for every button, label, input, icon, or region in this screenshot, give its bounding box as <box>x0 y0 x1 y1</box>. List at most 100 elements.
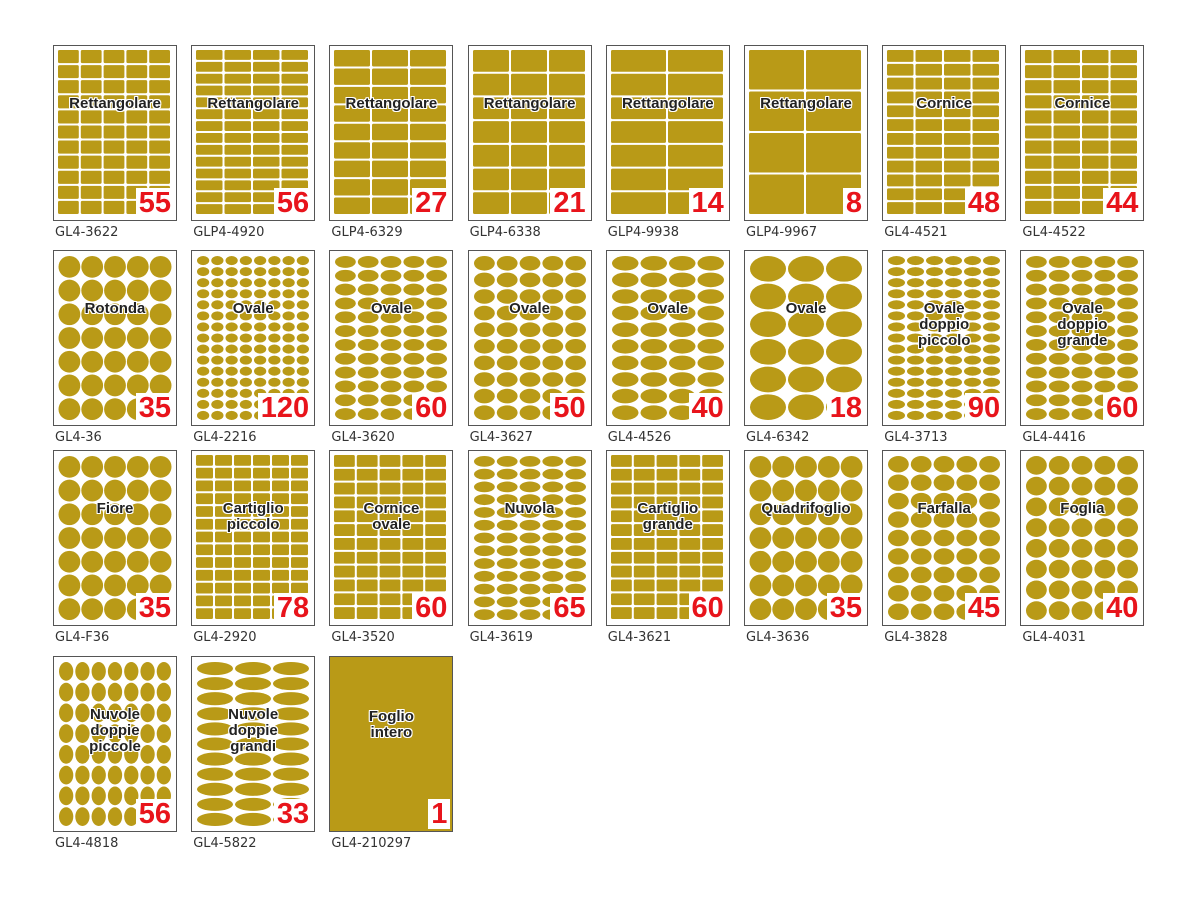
label-shape <box>1026 311 1048 324</box>
label-shape <box>296 289 310 299</box>
label-shape <box>197 289 210 299</box>
label-shape <box>282 278 295 288</box>
label-shape <box>640 372 667 387</box>
label-shape <box>1117 283 1139 296</box>
label-shape <box>1117 559 1139 579</box>
label-shape <box>983 322 1001 332</box>
label-shape <box>334 160 371 178</box>
label-shape <box>817 503 840 526</box>
label-shape <box>234 531 252 543</box>
label-shape <box>239 278 253 288</box>
label-shape <box>1082 200 1109 214</box>
label-shape <box>1049 394 1070 407</box>
product-code: GL4-5822 <box>193 836 257 851</box>
label-shape <box>701 551 723 564</box>
label-shape <box>196 493 214 505</box>
label-shape <box>334 538 356 550</box>
label-shape <box>1025 65 1052 79</box>
label-shape <box>215 506 233 517</box>
label-shape <box>58 65 79 79</box>
label-shape <box>473 519 495 531</box>
label-shape <box>211 410 224 420</box>
label-shape <box>358 297 379 310</box>
label-shape <box>140 724 155 743</box>
label-shape <box>472 121 509 143</box>
label-shape <box>1094 256 1116 268</box>
label-shape <box>496 494 518 506</box>
label-shape <box>697 339 724 354</box>
label-shape <box>224 192 252 203</box>
label-shape <box>253 180 280 191</box>
label-shape <box>795 550 817 573</box>
label-shape <box>1026 339 1048 351</box>
label-shape <box>224 144 252 155</box>
label-shape <box>372 160 409 178</box>
label-shape <box>211 399 224 409</box>
label-shape <box>403 339 425 351</box>
label-shape <box>272 569 290 581</box>
label-shape <box>59 662 74 681</box>
label-shape <box>633 551 655 564</box>
label-shape <box>541 468 563 480</box>
label-shape <box>1025 200 1052 214</box>
label-shape <box>91 662 106 681</box>
label-shape <box>1026 456 1048 475</box>
label-shape <box>826 283 862 310</box>
label-shape <box>103 65 125 79</box>
label-shape <box>972 105 1000 118</box>
label-shape <box>1110 95 1138 109</box>
label-shape <box>656 579 678 592</box>
label-shape <box>983 300 1001 310</box>
sheet-name: Nuvola <box>504 500 555 517</box>
label-shape <box>80 155 102 169</box>
label-shape <box>291 518 309 530</box>
label-shape <box>234 608 252 619</box>
label-shape <box>126 65 148 79</box>
label-shape <box>215 544 233 556</box>
label-shape <box>640 405 667 420</box>
label-shape <box>254 344 267 354</box>
label-shape <box>254 256 267 266</box>
label-shape <box>956 456 978 473</box>
label-shape <box>149 80 170 94</box>
label-shape <box>1025 95 1052 109</box>
label-shape <box>945 300 963 310</box>
sheet-pattern <box>197 662 310 826</box>
label-shape <box>107 682 123 702</box>
label-shape <box>788 283 824 310</box>
label-shape <box>58 527 81 549</box>
label-shape <box>211 344 224 354</box>
label-shape <box>519 609 540 620</box>
label-shape <box>1110 140 1138 154</box>
label-shape <box>268 267 281 277</box>
label-shape <box>610 73 666 96</box>
label-shape <box>239 289 253 299</box>
label-shape <box>945 278 963 288</box>
label-shape <box>281 180 309 191</box>
label-shape <box>564 570 586 582</box>
product-code: GL4-3636 <box>746 630 810 645</box>
label-shape <box>235 752 272 766</box>
label-shape <box>840 550 863 573</box>
label-shape <box>926 377 944 387</box>
label-shape <box>610 538 632 550</box>
label-shape <box>91 724 106 743</box>
label-shape <box>472 192 509 214</box>
label-shape <box>273 782 310 796</box>
label-shape <box>1071 456 1093 475</box>
label-sheet: Cartiglio grande 60 <box>605 450 730 626</box>
sheet-name: Ovale <box>232 300 274 317</box>
label-shape <box>58 503 81 526</box>
label-shape <box>107 765 123 785</box>
sheet-name-wrap: Farfalla <box>883 501 1005 517</box>
label-shape <box>1094 325 1116 337</box>
label-shape <box>910 456 932 473</box>
label-shape <box>888 548 909 565</box>
label-shape <box>933 456 955 473</box>
label-shape <box>887 133 914 145</box>
label-shape <box>197 311 210 321</box>
label-shape <box>510 50 547 72</box>
label-shape <box>972 119 1000 131</box>
label-shape <box>701 468 723 481</box>
label-shape <box>104 455 126 478</box>
